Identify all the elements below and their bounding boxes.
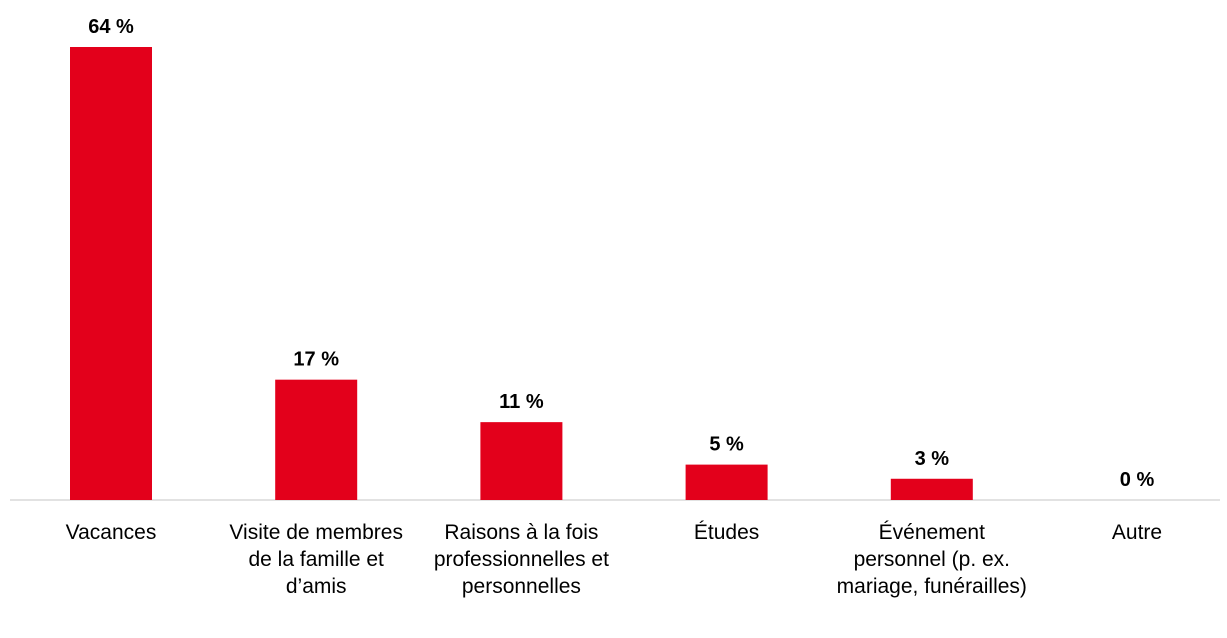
- bar: [70, 47, 152, 500]
- bar: [275, 379, 358, 500]
- x-tick-label: Événement personnel (p. ex. mariage, fun…: [836, 521, 1027, 598]
- bar: [890, 478, 973, 500]
- x-tick-label: Visite de membres de la famille et d’ami…: [229, 521, 403, 598]
- x-tick-label: Raisons à la fois professionnelles et pe…: [433, 521, 609, 598]
- value-label: 5 %: [709, 434, 744, 456]
- x-tick-label: Autre: [1111, 521, 1163, 544]
- x-tick-label: Vacances: [65, 521, 157, 544]
- value-label: 3 %: [915, 448, 950, 470]
- value-label: 64 %: [88, 16, 134, 38]
- value-label: 17 %: [293, 349, 339, 371]
- x-tick-label: Études: [693, 521, 760, 544]
- value-label: 11 %: [499, 391, 544, 413]
- bar: [685, 464, 768, 500]
- bar: [480, 422, 563, 500]
- value-label: 0 %: [1120, 469, 1155, 491]
